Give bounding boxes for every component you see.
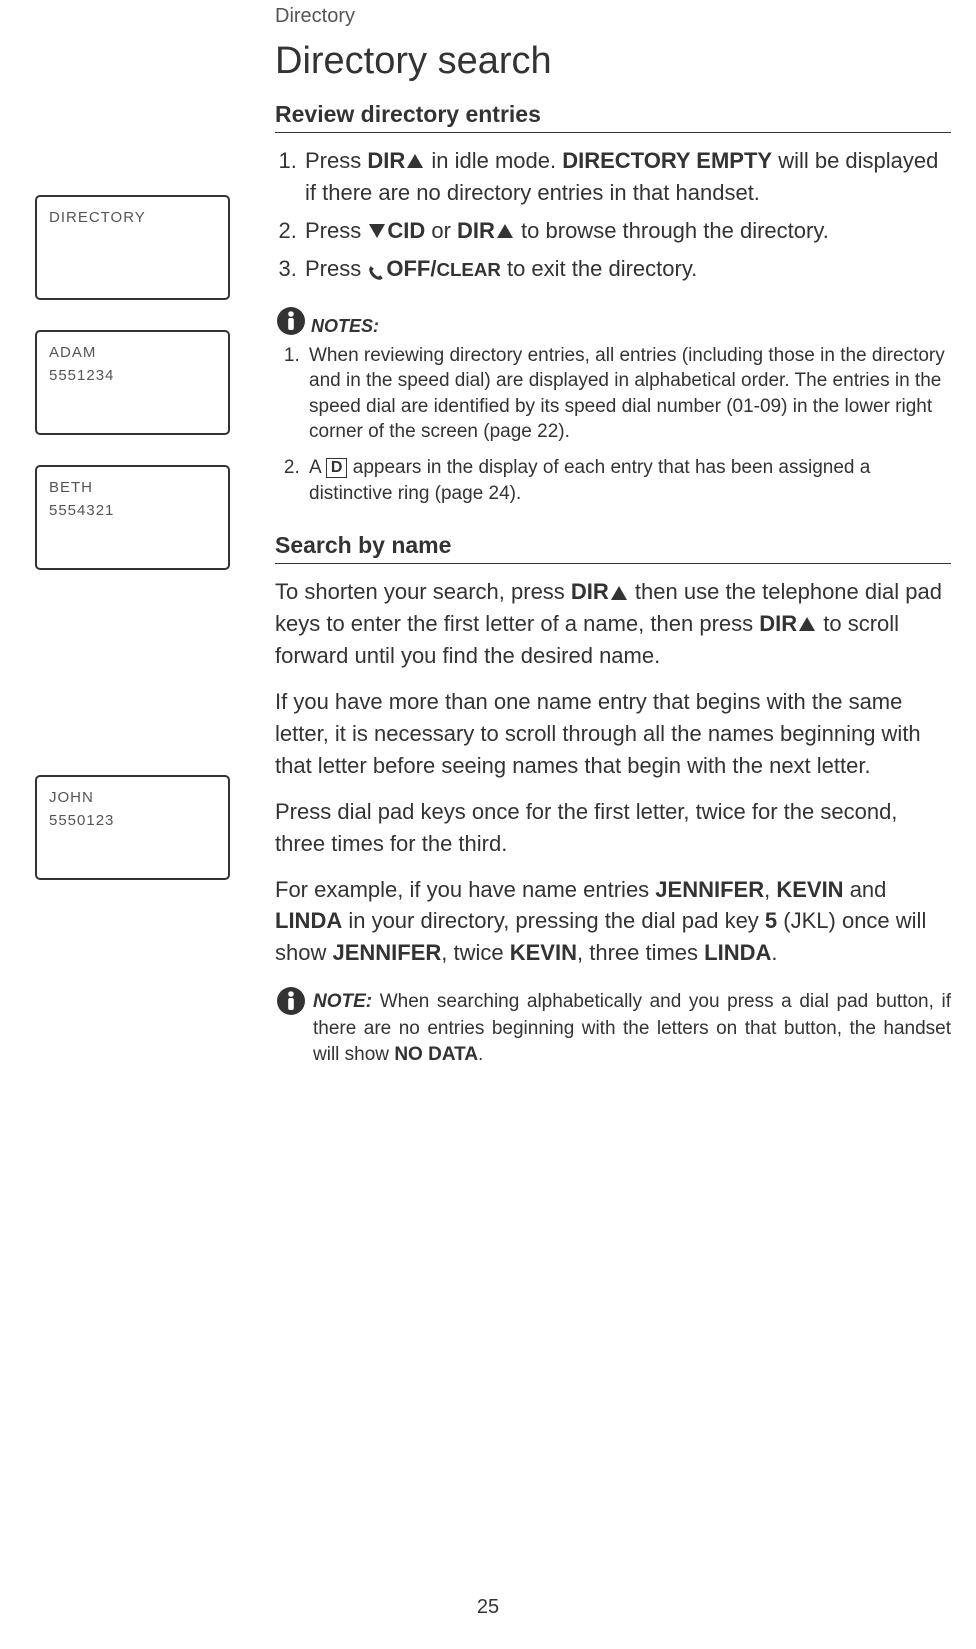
key-5: 5 xyxy=(765,908,777,933)
page-title: Directory search xyxy=(275,40,951,83)
review-steps: Press DIR in idle mode. DIRECTORY EMPTY … xyxy=(275,145,951,285)
key-dir: DIR xyxy=(457,218,495,243)
d-indicator: D xyxy=(326,458,348,478)
name-linda: LINDA xyxy=(704,940,771,965)
search-para-3: Press dial pad keys once for the first l… xyxy=(275,796,951,860)
step-3: Press OFF/CLEAR to exit the directory. xyxy=(303,253,951,285)
key-dir: DIR xyxy=(759,611,797,636)
note-2: A D appears in the display of each entry… xyxy=(305,455,951,506)
screen-number: 5551234 xyxy=(49,365,216,386)
info-icon xyxy=(275,305,307,337)
text: Press xyxy=(305,148,367,173)
note-label: NOTE: xyxy=(313,991,372,1012)
main-content: Directory Directory search Review direct… xyxy=(275,0,976,1069)
screen-number: 5554321 xyxy=(49,500,216,521)
notes-label: NOTES: xyxy=(311,316,379,337)
notes-list: When reviewing directory entries, all en… xyxy=(275,343,951,507)
text: to browse through the directory. xyxy=(515,218,829,243)
name-kevin: KEVIN xyxy=(510,940,577,965)
name-kevin: KEVIN xyxy=(776,877,843,902)
key-dir: DIR xyxy=(367,148,405,173)
section-review-heading: Review directory entries xyxy=(275,101,951,133)
screen-number: 5550123 xyxy=(49,810,216,831)
screen-label: BETH xyxy=(49,477,216,498)
text-no-data: NO DATA xyxy=(394,1044,478,1065)
sidebar: DIRECTORY ADAM 5551234 BETH 5554321 JOHN… xyxy=(0,0,275,1069)
key-dir: DIR xyxy=(571,579,609,604)
text: . xyxy=(771,940,777,965)
notes-block: NOTES: When reviewing directory entries,… xyxy=(275,305,951,507)
text: to exit the directory. xyxy=(501,256,697,281)
text: appears in the display of each entry tha… xyxy=(309,457,870,504)
screen-label: JOHN xyxy=(49,787,216,808)
text: . xyxy=(478,1044,483,1065)
search-para-1: To shorten your search, press DIR then u… xyxy=(275,576,951,672)
text: , three times xyxy=(577,940,704,965)
screen-beth: BETH 5554321 xyxy=(35,465,230,570)
text: and xyxy=(844,877,887,902)
step-1: Press DIR in idle mode. DIRECTORY EMPTY … xyxy=(303,145,951,209)
text: , twice xyxy=(441,940,509,965)
handset-icon xyxy=(367,259,385,277)
page-number: 25 xyxy=(477,1596,499,1619)
text-directory-empty: DIRECTORY EMPTY xyxy=(562,148,772,173)
note-single: NOTE: When searching alphabetically and … xyxy=(275,989,951,1069)
section-search-heading: Search by name xyxy=(275,532,951,564)
key-clear: CLEAR xyxy=(436,259,500,280)
notes-header: NOTES: xyxy=(275,305,951,337)
screen-directory: DIRECTORY xyxy=(35,195,230,300)
name-jennifer: JENNIFER xyxy=(655,877,764,902)
text: A xyxy=(309,457,326,478)
step-2: Press CID or DIR to browse through the d… xyxy=(303,215,951,247)
up-arrow-icon xyxy=(611,586,627,600)
note-single-text: NOTE: When searching alphabetically and … xyxy=(309,989,951,1069)
up-arrow-icon xyxy=(407,154,423,168)
text: Press xyxy=(305,218,367,243)
name-linda: LINDA xyxy=(275,908,342,933)
text: , xyxy=(764,877,776,902)
name-jennifer: JENNIFER xyxy=(332,940,441,965)
screen-john: JOHN 5550123 xyxy=(35,775,230,880)
text: Press xyxy=(305,256,367,281)
key-off: OFF/ xyxy=(386,256,436,281)
text: in idle mode. xyxy=(425,148,562,173)
screen-label: DIRECTORY xyxy=(49,207,216,228)
info-icon xyxy=(275,985,307,1017)
note-1: When reviewing directory entries, all en… xyxy=(305,343,951,446)
text: in your directory, pressing the dial pad… xyxy=(342,908,765,933)
screen-adam: ADAM 5551234 xyxy=(35,330,230,435)
key-cid: CID xyxy=(387,218,425,243)
search-para-4: For example, if you have name entries JE… xyxy=(275,874,951,970)
screen-label: ADAM xyxy=(49,342,216,363)
up-arrow-icon xyxy=(799,617,815,631)
text: For example, if you have name entries xyxy=(275,877,655,902)
down-arrow-icon xyxy=(369,224,385,238)
breadcrumb: Directory xyxy=(275,5,951,28)
up-arrow-icon xyxy=(497,224,513,238)
text: or xyxy=(425,218,457,243)
text: To shorten your search, press xyxy=(275,579,571,604)
search-para-2: If you have more than one name entry tha… xyxy=(275,686,951,782)
